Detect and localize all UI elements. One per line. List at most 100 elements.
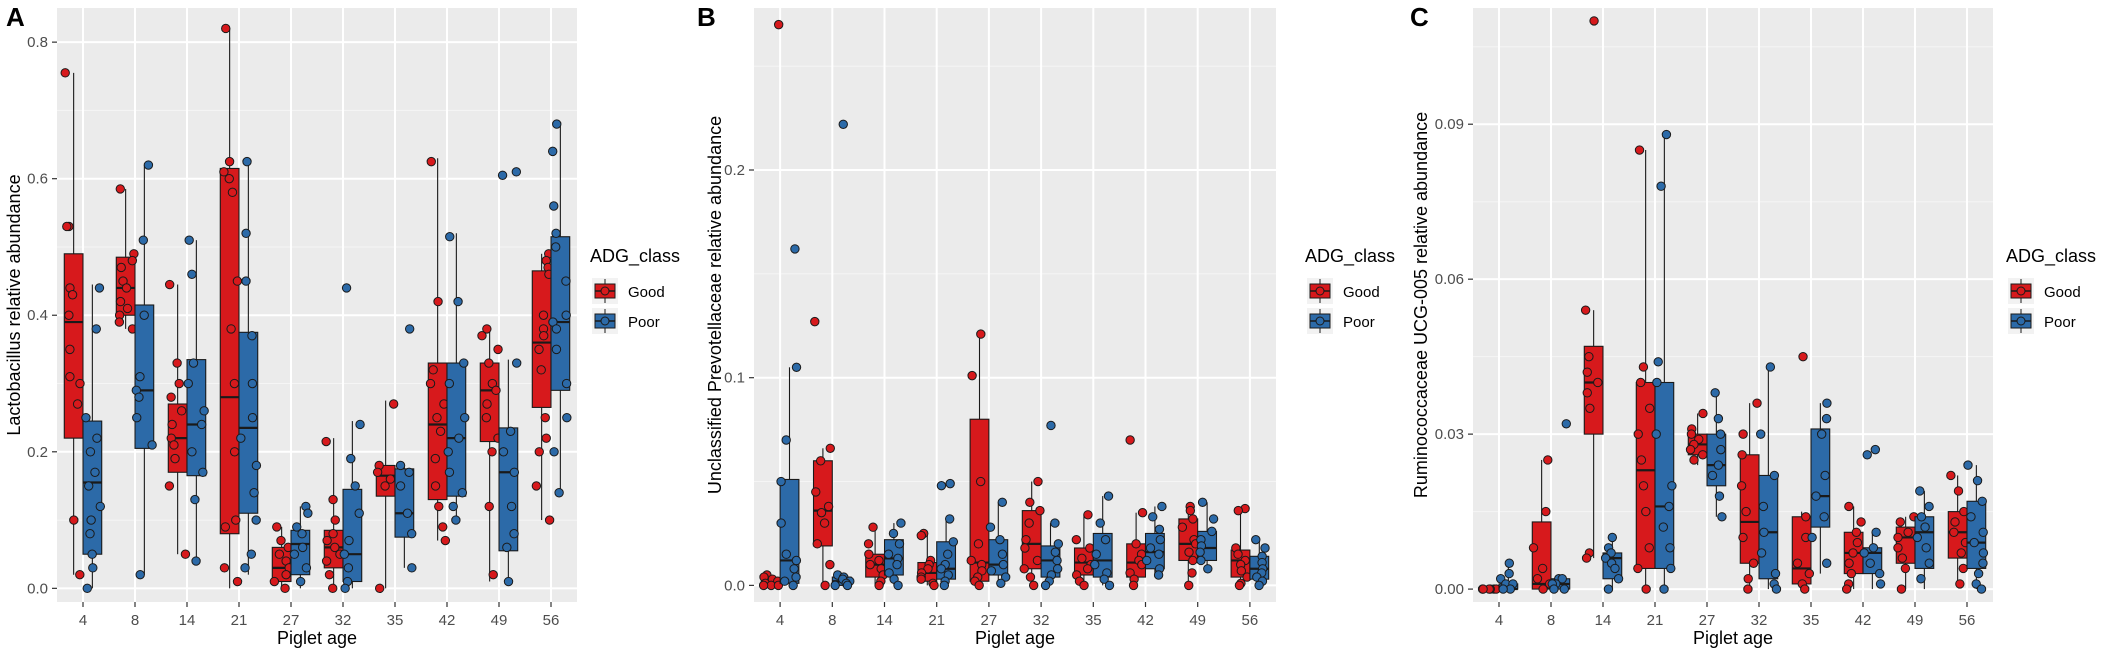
data-point	[883, 549, 894, 559]
data-point	[509, 529, 519, 539]
data-point	[1254, 580, 1264, 591]
data-point	[65, 371, 75, 382]
data-point	[1641, 506, 1651, 517]
data-point	[199, 406, 209, 416]
data-point	[825, 559, 835, 570]
data-point	[433, 296, 443, 307]
data-point	[1770, 568, 1781, 579]
data-point	[1145, 543, 1156, 553]
box-poor	[186, 359, 207, 477]
data-point	[1584, 351, 1594, 362]
legend-key-point	[1315, 286, 1325, 296]
legend-key-point	[1315, 316, 1325, 326]
data-point	[321, 556, 332, 566]
data-point	[1652, 377, 1662, 388]
data-point	[1040, 580, 1051, 591]
data-point	[219, 167, 229, 177]
data-point	[251, 515, 261, 525]
data-point	[380, 481, 390, 491]
data-point	[497, 170, 508, 180]
data-point	[87, 549, 97, 559]
data-point	[1019, 564, 1029, 574]
data-point	[1689, 455, 1699, 465]
data-point	[184, 235, 194, 245]
data-point	[482, 324, 492, 334]
data-point	[788, 580, 798, 591]
data-point	[190, 494, 200, 505]
x-tick-label: 4	[1495, 612, 1503, 629]
data-point	[477, 331, 487, 341]
x-tick-label: 4	[79, 612, 87, 629]
data-point	[1142, 555, 1152, 566]
data-point	[1077, 553, 1087, 564]
legend-key-point	[600, 286, 610, 296]
data-point	[1969, 537, 1979, 548]
data-point	[1050, 518, 1060, 528]
x-tick-label: 21	[1647, 612, 1664, 629]
data-point	[1128, 580, 1139, 591]
data-point	[81, 412, 91, 423]
legend: ADG_class Good Poor	[1305, 246, 1395, 334]
y-tick-label: 0.0	[27, 580, 48, 597]
data-point	[350, 481, 360, 491]
data-point	[781, 435, 791, 445]
data-point	[776, 476, 786, 487]
data-point	[434, 501, 444, 512]
data-point	[1153, 570, 1164, 580]
x-tick-label: 42	[1855, 612, 1872, 629]
data-point	[240, 563, 250, 573]
data-point	[72, 399, 83, 409]
data-point	[888, 528, 899, 539]
data-point	[791, 572, 801, 582]
data-point	[180, 549, 191, 559]
data-point	[247, 331, 257, 341]
data-point	[1177, 522, 1188, 532]
panel-B: 0.0 0.1 0.2 4 8 14 21 27 32 35 42 49 56 B Piglet age Un…	[697, 2, 1395, 648]
data-point	[84, 481, 94, 491]
data-point	[1050, 547, 1061, 557]
data-point	[372, 467, 383, 477]
data-point	[894, 539, 905, 549]
data-point	[172, 358, 182, 368]
data-point	[1821, 413, 1832, 424]
data-point	[95, 501, 105, 512]
x-tick-label: 32	[335, 612, 352, 629]
data-point	[344, 535, 354, 546]
legend-title: ADG_class	[2006, 246, 2096, 267]
data-point	[1978, 527, 1988, 537]
data-point	[1807, 532, 1817, 543]
data-point	[1946, 470, 1956, 481]
y-tick-label: 0.2	[724, 162, 745, 179]
data-point	[825, 443, 835, 454]
data-point	[176, 406, 187, 416]
data-point	[1820, 470, 1830, 481]
data-point	[1478, 584, 1488, 594]
data-point	[540, 412, 550, 423]
data-point	[229, 378, 240, 389]
data-point	[1196, 555, 1206, 566]
data-point	[191, 556, 201, 566]
x-tick-label: 14	[1595, 612, 1612, 629]
data-point	[1752, 398, 1762, 408]
data-point	[1593, 377, 1603, 388]
data-point	[407, 563, 417, 573]
data-point	[143, 160, 154, 170]
data-point	[1079, 580, 1089, 591]
data-point	[1715, 429, 1726, 439]
data-point	[1737, 450, 1747, 460]
data-point	[460, 412, 470, 423]
data-point	[402, 508, 413, 518]
data-point	[498, 447, 509, 457]
x-tick-label: 4	[776, 612, 784, 629]
panel-C: 0.00 0.03 0.06 0.09 4 8 14 21 27 32 35 42 49 56 C Pigle…	[1410, 2, 2096, 648]
data-point	[224, 156, 235, 167]
data-point	[547, 146, 558, 157]
data-point	[1581, 553, 1592, 563]
data-point	[482, 399, 492, 409]
x-tick-label: 42	[439, 612, 456, 629]
data-point	[65, 344, 75, 355]
data-point	[1020, 543, 1030, 553]
data-point	[534, 447, 544, 457]
data-point	[512, 358, 522, 368]
data-point	[1769, 470, 1780, 481]
